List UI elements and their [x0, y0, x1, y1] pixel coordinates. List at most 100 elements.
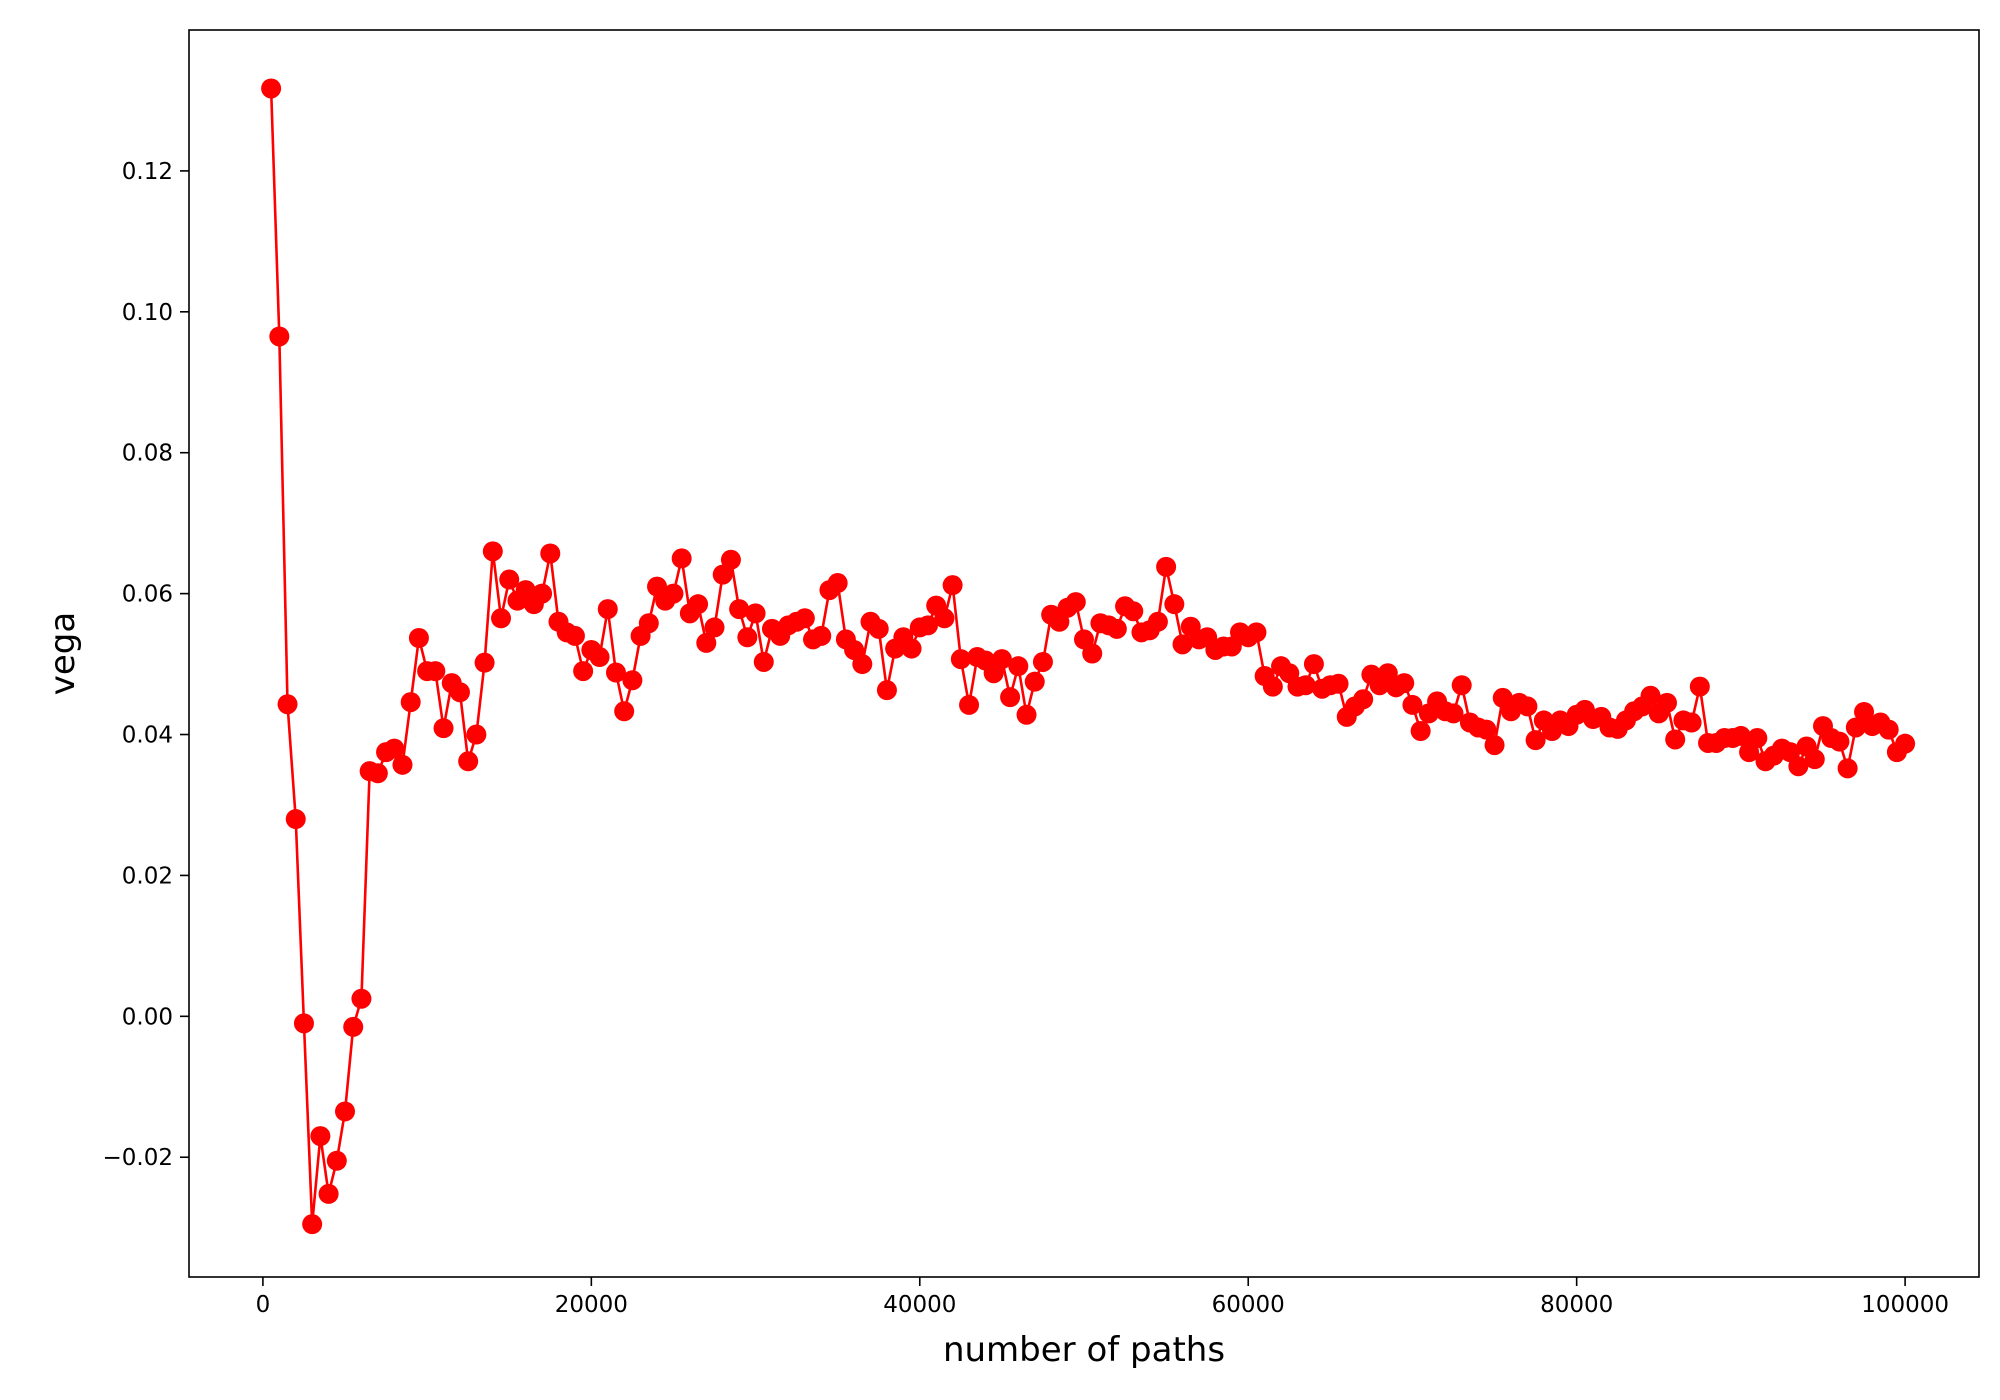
- data-point: [720, 549, 741, 570]
- data-point: [1837, 758, 1858, 779]
- data-point: [1328, 673, 1349, 694]
- data-point: [868, 618, 889, 639]
- data-point: [1172, 634, 1193, 655]
- data-point: [474, 652, 495, 673]
- data-point: [745, 603, 766, 624]
- x-tick-label: 20000: [555, 1292, 628, 1318]
- data-point: [811, 625, 832, 646]
- data-point: [458, 751, 479, 772]
- data-point: [343, 1016, 364, 1037]
- series-layer: [261, 78, 1916, 1235]
- data-point: [1640, 685, 1661, 706]
- y-tick-label: −0.02: [103, 1145, 173, 1171]
- data-point: [1082, 643, 1103, 664]
- data-point: [1123, 601, 1144, 622]
- data-point: [261, 78, 282, 99]
- data-point: [384, 738, 405, 759]
- data-point: [712, 564, 733, 585]
- data-point: [1394, 673, 1415, 694]
- y-tick-label: 0.02: [122, 863, 173, 889]
- data-point: [729, 599, 750, 620]
- data-point: [1008, 656, 1029, 677]
- data-point: [269, 326, 290, 347]
- data-point: [1525, 730, 1546, 751]
- data-point: [663, 583, 684, 604]
- data-point: [1156, 556, 1177, 577]
- y-tick-label: 0.08: [122, 441, 173, 467]
- data-point: [1656, 692, 1677, 713]
- data-point: [1689, 676, 1710, 697]
- data-point: [1402, 694, 1423, 715]
- data-point: [876, 680, 897, 701]
- x-tick-label: 60000: [1212, 1292, 1285, 1318]
- data-point: [1443, 703, 1464, 724]
- plot-frame: [188, 29, 1980, 1278]
- data-point: [1895, 733, 1916, 754]
- data-point: [1164, 594, 1185, 615]
- data-point: [277, 694, 298, 715]
- data-point: [1829, 731, 1850, 752]
- y-tick-label: 0.00: [122, 1004, 173, 1030]
- data-point: [696, 632, 717, 653]
- data-point: [285, 809, 306, 830]
- data-point: [532, 583, 553, 604]
- data-point: [326, 1150, 347, 1171]
- data-point: [1000, 687, 1021, 708]
- data-point: [917, 615, 938, 636]
- data-point: [959, 694, 980, 715]
- data-point: [1484, 735, 1505, 756]
- data-point: [1747, 728, 1768, 749]
- data-point: [293, 1013, 314, 1034]
- data-point: [392, 754, 413, 775]
- data-point: [449, 682, 470, 703]
- data-point: [564, 625, 585, 646]
- data-point: [950, 649, 971, 670]
- x-tick-label: 0: [256, 1292, 271, 1318]
- data-point: [425, 661, 446, 682]
- y-tick-label: 0.04: [122, 723, 173, 749]
- data-point: [622, 670, 643, 691]
- x-axis-label: number of paths: [943, 1330, 1225, 1370]
- data-point: [605, 662, 626, 683]
- data-point: [1878, 719, 1899, 740]
- data-point: [491, 608, 512, 629]
- x-tick-label: 40000: [883, 1292, 956, 1318]
- data-point: [1517, 696, 1538, 717]
- data-point: [1476, 719, 1497, 740]
- data-point: [482, 541, 503, 562]
- data-point: [1106, 618, 1127, 639]
- data-point: [753, 651, 774, 672]
- data-point: [1410, 720, 1431, 741]
- data-point: [408, 628, 429, 649]
- data-point: [1065, 592, 1086, 613]
- y-tick-label: 0.10: [122, 300, 173, 326]
- data-point: [589, 647, 610, 668]
- data-point: [1147, 611, 1168, 632]
- data-point: [335, 1101, 356, 1122]
- data-point: [827, 573, 848, 594]
- data-point: [638, 613, 659, 634]
- data-point: [302, 1214, 323, 1235]
- data-point: [1246, 622, 1267, 643]
- data-point: [1032, 651, 1053, 672]
- data-point: [794, 608, 815, 629]
- data-point: [433, 718, 454, 739]
- data-point: [614, 701, 635, 722]
- data-point: [991, 649, 1012, 670]
- data-point: [1303, 654, 1324, 675]
- data-point: [704, 617, 725, 638]
- data-point: [367, 763, 388, 784]
- data-point: [310, 1126, 331, 1147]
- data-point: [597, 599, 618, 620]
- data-point: [1845, 717, 1866, 738]
- data-point: [1262, 676, 1283, 697]
- data-point: [852, 654, 873, 675]
- data-point: [901, 638, 922, 659]
- y-axis-label: vega: [43, 612, 83, 695]
- data-point: [1451, 675, 1472, 696]
- data-point: [351, 988, 372, 1009]
- data-point: [737, 627, 758, 648]
- data-point: [1681, 712, 1702, 733]
